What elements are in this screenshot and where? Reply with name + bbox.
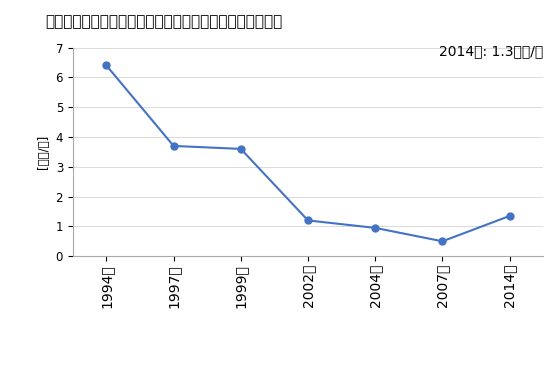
Text: 2014年: 1.3億円/人: 2014年: 1.3億円/人 (439, 44, 543, 58)
各種商品卸売業の従業者一人当たり年間商品販売額 (506, 214, 513, 218)
各種商品卸売業の従業者一人当たり年間商品販売額 (103, 63, 110, 68)
Y-axis label: [億円/人]: [億円/人] (37, 135, 50, 169)
各種商品卸売業の従業者一人当たり年間商品販売額 (439, 239, 446, 243)
Line: 各種商品卸売業の従業者一人当たり年間商品販売額: 各種商品卸売業の従業者一人当たり年間商品販売額 (103, 62, 513, 245)
各種商品卸売業の従業者一人当たり年間商品販売額 (170, 144, 177, 148)
各種商品卸売業の従業者一人当たり年間商品販売額 (237, 147, 244, 151)
各種商品卸売業の従業者一人当たり年間商品販売額 (372, 226, 379, 230)
各種商品卸売業の従業者一人当たり年間商品販売額 (305, 218, 311, 223)
Text: 各種商品卸売業の従業者一人当たり年間商品販売額の推移: 各種商品卸売業の従業者一人当たり年間商品販売額の推移 (45, 15, 282, 30)
